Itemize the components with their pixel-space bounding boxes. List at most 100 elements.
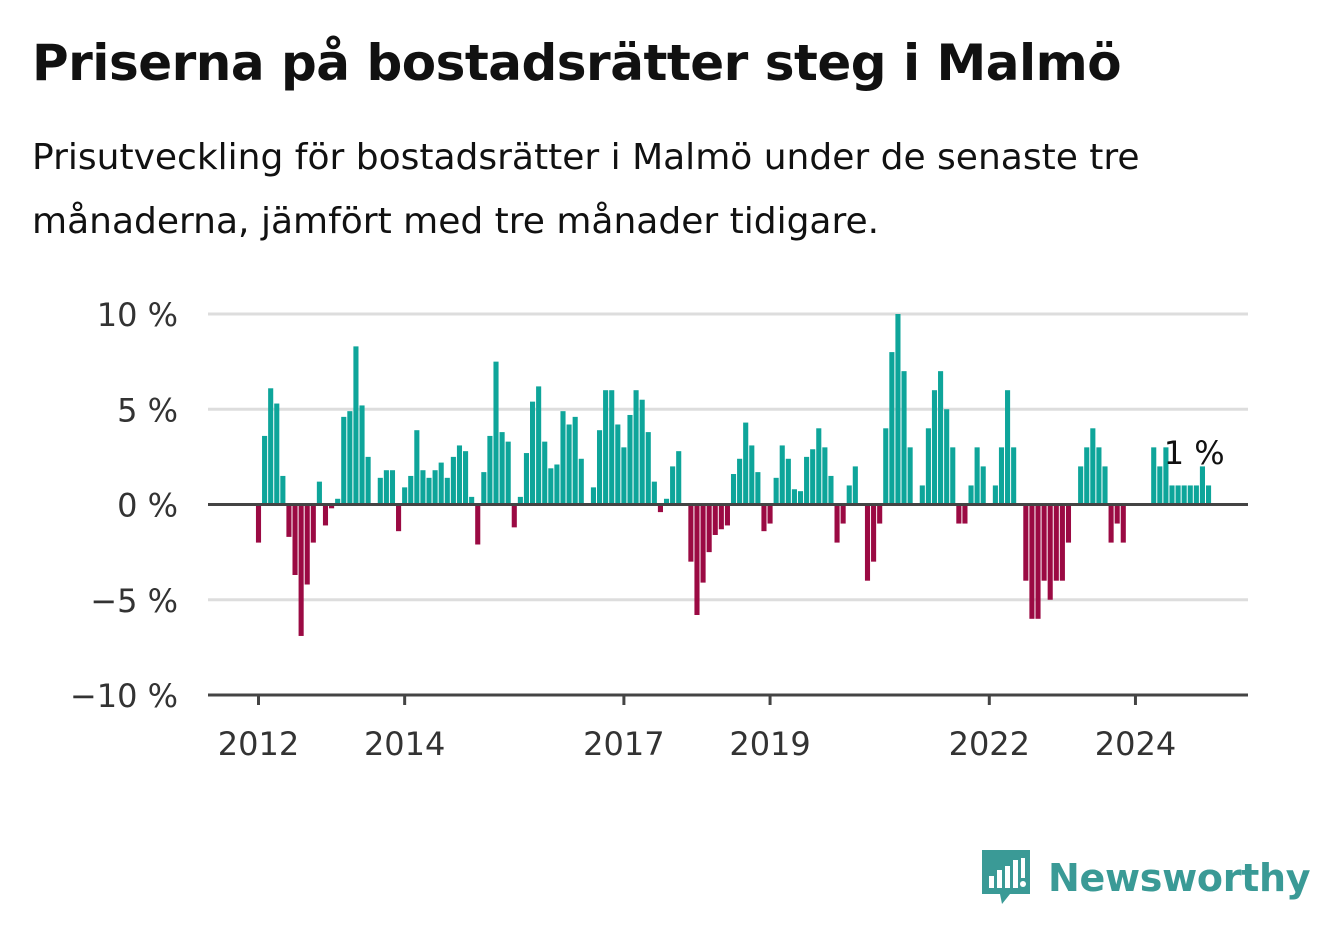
bar [1114,504,1120,524]
bar [645,432,651,505]
bar [773,477,779,505]
brand-name: Newsworthy [1048,856,1311,900]
y-tick-label: 10 % [97,296,178,334]
grid-lines [208,312,1248,602]
bar [450,456,456,505]
x-tick-label: 2014 [364,725,445,763]
bar [365,456,371,505]
bar [438,462,444,505]
bar [1078,466,1084,505]
bar [1005,390,1011,505]
bar [548,468,554,505]
bar [389,470,396,505]
bar [724,504,730,526]
bar [1065,504,1072,543]
bar [530,401,536,505]
bar [883,428,889,505]
bar [274,403,280,505]
bar [700,504,706,583]
bar [1084,447,1090,505]
bar [432,470,438,505]
bar [359,405,365,505]
bar [463,451,469,505]
bar [944,409,950,505]
bar [816,428,822,505]
bar [426,477,432,505]
bar [1053,504,1059,581]
bar [706,504,712,553]
bar [950,447,956,505]
bar [828,475,834,505]
bar [1181,485,1187,505]
bar [1041,504,1047,581]
bar [603,390,609,505]
bar [639,399,645,505]
bar [998,447,1005,505]
bar [590,487,596,505]
y-tick-label: −10 % [70,677,178,715]
bar [511,504,517,528]
bar [456,445,463,505]
bar [895,314,901,505]
y-tick-label: 0 % [117,487,178,525]
bar [347,411,353,505]
bar [566,424,572,505]
bar [956,504,962,524]
bar [785,458,791,505]
bar [871,504,877,562]
bar [353,346,359,505]
x-tick-label: 2019 [729,725,810,763]
bar [901,371,907,505]
latest-value-label: 1 % [1164,434,1225,472]
bar-chart-speech-bubble-icon [980,846,1036,910]
bar [852,466,858,505]
chart-title: Priserna på bostadsrätter steg i Malmö [32,34,1122,92]
bar [931,390,938,505]
bar [304,504,310,585]
bar [834,504,840,543]
bar [578,458,584,505]
bar [268,388,274,505]
bar [925,428,931,505]
bar [341,416,347,505]
bar [572,416,578,505]
bar [414,430,420,505]
bar [1011,447,1017,505]
bar [761,504,767,532]
bar [670,466,676,505]
bar [420,470,426,505]
bar [615,424,621,505]
bar [444,477,450,505]
bar [560,411,566,505]
bar [938,371,944,505]
bar [1029,504,1035,619]
bar [864,504,871,581]
bar [627,414,633,505]
bar [1047,504,1053,600]
bar [840,504,846,524]
bar [712,504,718,535]
bar [329,504,335,509]
y-tick-label: 5 % [117,391,178,429]
bar [968,485,974,505]
bar [737,458,743,505]
bar [596,430,603,505]
bar [310,504,316,543]
bar [992,485,998,505]
bar [255,504,262,543]
newsworthy-logo: Newsworthy [980,846,1311,910]
bar [919,485,925,505]
bar [542,441,548,505]
tick-labels: 10 % 5 % 0 % −5 % −10 % 2012 2014 2017 2019 2022 2… [70,296,1225,763]
bar [730,474,737,505]
bar [980,466,986,505]
bar [755,472,761,505]
bar [767,504,773,524]
bar [1096,447,1102,505]
bar [889,352,895,505]
y-tick-label: −5 % [90,582,178,620]
bar [1169,485,1175,505]
bar-series [255,314,1212,636]
bar [621,447,627,505]
